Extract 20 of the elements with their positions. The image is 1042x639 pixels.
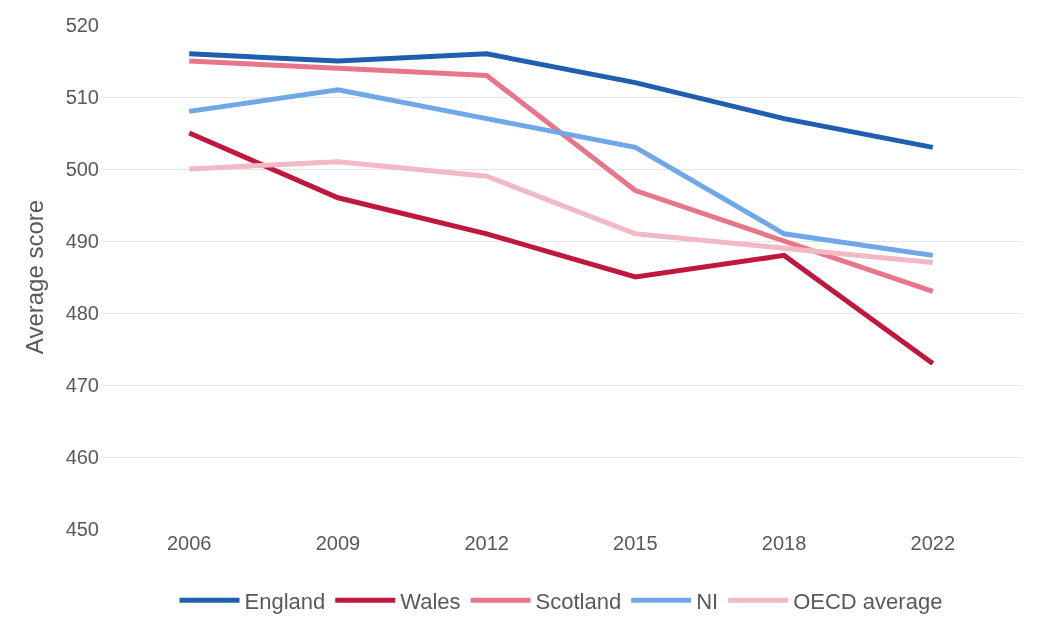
legend-label: Scotland [535, 588, 622, 614]
x-tick-label: 2022 [910, 532, 956, 554]
y-tick-label: 460 [65, 446, 99, 468]
legend-label: NI [696, 588, 719, 614]
y-tick-label: 450 [65, 518, 99, 540]
y-tick-label: 500 [65, 158, 99, 180]
legend-label: Wales [400, 588, 461, 614]
legend-label: England [244, 588, 326, 614]
legend-label: OECD average [793, 588, 943, 614]
x-tick-label: 2018 [761, 532, 807, 554]
x-tick-label: 2009 [315, 532, 361, 554]
y-tick-label: 470 [65, 374, 99, 396]
x-tick-label: 2006 [166, 532, 212, 554]
y-axis-title: Average score [20, 199, 48, 355]
y-tick-label: 480 [65, 302, 99, 324]
y-tick-label: 490 [65, 230, 99, 252]
x-tick-label: 2012 [464, 532, 509, 554]
x-tick-label: 2015 [613, 532, 658, 554]
y-tick-label: 510 [65, 86, 99, 108]
y-tick-label: 520 [65, 14, 99, 36]
